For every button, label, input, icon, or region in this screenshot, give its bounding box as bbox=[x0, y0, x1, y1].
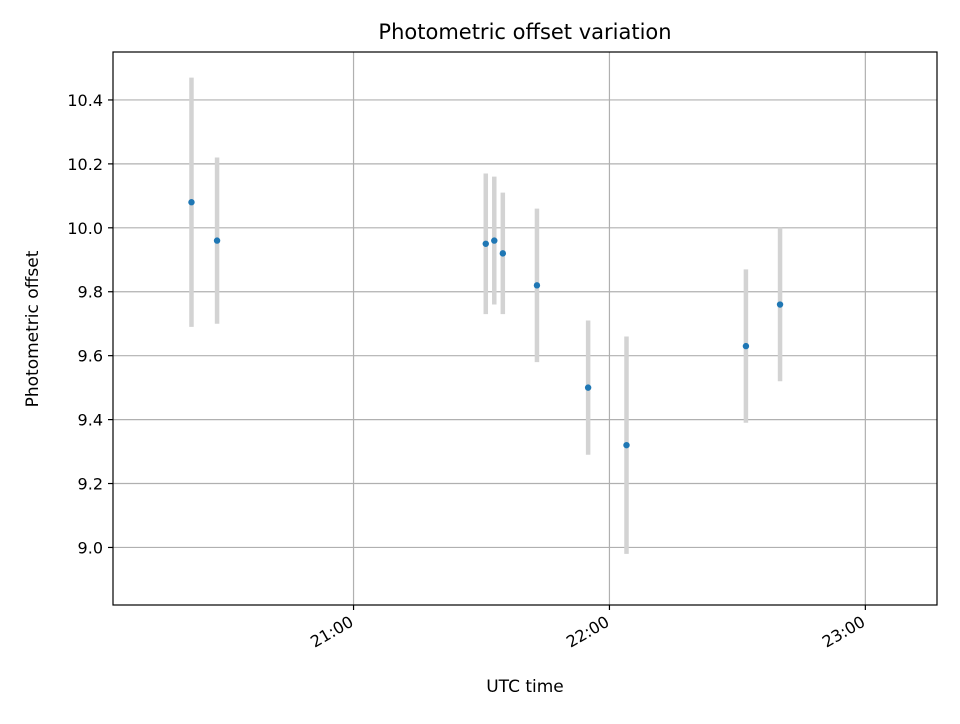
data-points bbox=[188, 199, 784, 449]
data-point bbox=[491, 237, 498, 244]
y-tick-label: 9.4 bbox=[78, 411, 103, 430]
plot-frame bbox=[112, 51, 938, 606]
data-point bbox=[623, 441, 630, 449]
data-point bbox=[499, 250, 507, 257]
data-point bbox=[742, 342, 750, 350]
x-tick-label: 21:00 bbox=[307, 612, 356, 652]
y-tick-label: 9.0 bbox=[78, 538, 103, 557]
data-point bbox=[482, 240, 489, 247]
y-tick-label: 9.8 bbox=[78, 283, 103, 302]
y-axis-label: Photometric offset bbox=[23, 250, 43, 407]
data-point bbox=[188, 199, 195, 206]
data-point bbox=[213, 237, 221, 244]
grid-lines bbox=[113, 52, 937, 605]
x-axis-label: UTC time bbox=[486, 677, 564, 697]
data-point bbox=[533, 282, 541, 289]
x-tick-label: 22:00 bbox=[563, 612, 612, 652]
y-tick-label: 10.0 bbox=[67, 219, 103, 238]
y-tick-label: 10.4 bbox=[67, 91, 103, 110]
data-point bbox=[584, 384, 592, 391]
y-tick-label: 9.2 bbox=[78, 475, 103, 494]
x-tick-label: 23:00 bbox=[819, 612, 868, 652]
error-bars bbox=[189, 77, 783, 554]
chart-title: Photometric offset variation bbox=[378, 20, 671, 44]
y-tick-label: 10.2 bbox=[67, 155, 103, 174]
data-point bbox=[776, 301, 784, 308]
y-axis-ticks: 9.0 9.2 9.4 9.6 9.8 10.0 10.2 10.4 bbox=[67, 91, 113, 557]
y-tick-label: 9.6 bbox=[78, 347, 103, 366]
